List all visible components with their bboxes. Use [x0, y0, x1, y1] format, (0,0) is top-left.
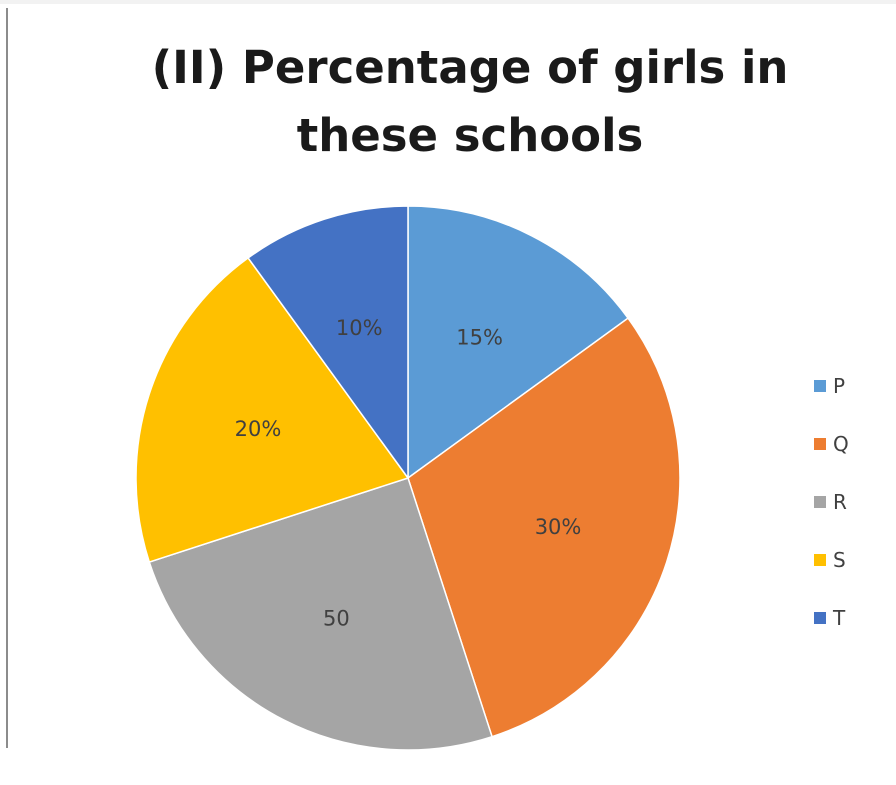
legend-swatch-t	[814, 612, 826, 624]
legend-label-q: Q	[833, 432, 849, 456]
legend-item-t: T	[814, 589, 849, 647]
chart-legend: P Q R S T	[814, 357, 849, 647]
pie-slice-s	[135, 256, 410, 563]
legend-item-q: Q	[814, 415, 849, 473]
legend-swatch-r	[814, 496, 826, 508]
legend-item-r: R	[814, 473, 849, 531]
chart-title-line-1: (II) Percentage of girls in	[151, 41, 789, 94]
chart-title-line-2: these schools	[296, 109, 644, 162]
pie-data-label-r: 50	[323, 607, 350, 631]
legend-swatch-s	[814, 554, 826, 566]
pie-data-label-s: 20%	[235, 417, 282, 441]
legend-label-p: P	[833, 374, 846, 398]
pie-data-label-p: 15%	[456, 325, 503, 349]
legend-label-s: S	[833, 548, 846, 572]
pie-slice-p	[407, 205, 630, 480]
pie-slice-q	[407, 317, 681, 738]
legend-label-r: R	[833, 490, 847, 514]
left-border	[6, 8, 8, 748]
legend-label-t: T	[833, 606, 846, 630]
pie-slice-r	[148, 477, 493, 751]
pie-data-label-q: 30%	[535, 515, 582, 539]
top-border	[0, 0, 896, 4]
pie-data-label-t: 10%	[336, 316, 383, 340]
legend-swatch-p	[814, 380, 826, 392]
legend-swatch-q	[814, 438, 826, 450]
chart-title: (II) Percentage of girls in these school…	[30, 34, 896, 170]
legend-item-s: S	[814, 531, 849, 589]
pie-slice-t	[247, 205, 409, 481]
legend-item-p: P	[814, 357, 849, 415]
